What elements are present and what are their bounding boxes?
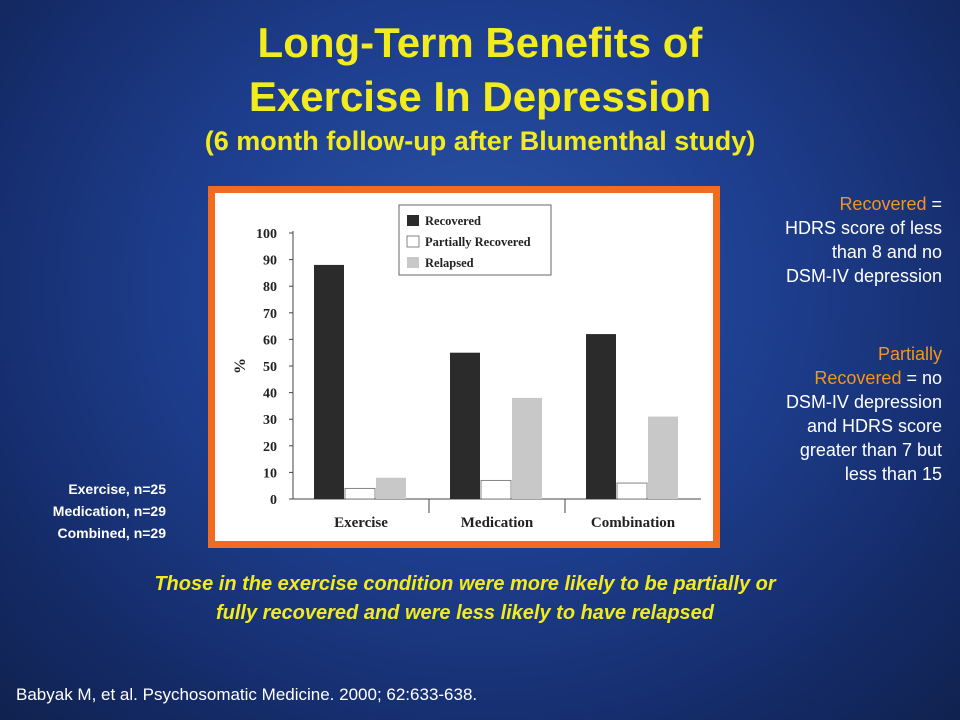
y-tick-label: 60: [263, 333, 277, 348]
slide-subtitle: (6 month follow-up after Blumenthal stud…: [204, 126, 756, 156]
partially-recovered-definition-line: greater than 7 but: [799, 440, 942, 460]
sample-size-exercise: Exercise, n=25: [68, 481, 166, 497]
legend-box: [398, 204, 552, 276]
chart-frame: 0 10 20 30 40 50 60 70 80 90 100% Exercise Medicatio…: [208, 186, 720, 548]
chart-panel: 0 10 20 30 40 50 60 70 80 90 100% Exercise Medicatio…: [215, 193, 713, 541]
recovered-term: Recovered: [839, 194, 927, 214]
y-axis-label: %: [232, 358, 249, 374]
conclusion-line1: Those in the exercise condition were mor…: [154, 573, 776, 595]
legend-swatch: [406, 235, 420, 248]
legend-label: Relapsed: [425, 256, 474, 270]
bar-recovered-combination: [586, 334, 616, 499]
bar-recovered-exercise: [314, 264, 344, 499]
recovered-definition-line: DSM-IV depression: [785, 266, 942, 286]
conclusion-text: Those in the exercise condition were mor…: [0, 570, 930, 628]
bar-partially-recovered-exercise: [344, 487, 376, 500]
x-category-label: Medication: [461, 515, 534, 531]
legend-label: Partially Recovered: [425, 235, 531, 249]
bar-relapsed-exercise: [376, 477, 406, 499]
y-tick-label: 0: [270, 493, 277, 508]
partially-recovered-definition-line: less than 15: [844, 464, 942, 484]
partially-recovered-definition-line: and HDRS score: [806, 416, 942, 436]
x-category-label: Exercise: [334, 515, 388, 531]
y-tick-label: 40: [263, 387, 277, 402]
y-tick-label: 90: [263, 254, 277, 269]
bar-relapsed-medication: [512, 397, 542, 499]
conclusion-line2: fully recovered and were less likely to …: [215, 602, 715, 624]
y-tick-label: 80: [263, 280, 277, 295]
y-tick-label: 20: [263, 440, 277, 455]
recovered-definition-line: HDRS score of less: [784, 218, 942, 238]
partially-recovered-definition-equals: = no: [901, 368, 942, 388]
recovered-definition-equals: =: [926, 194, 942, 214]
partially-recovered-definition: Partially Recovered = no DSM-IV depressi…: [722, 342, 942, 486]
partially-recovered-term: Partially: [877, 344, 942, 364]
bar-relapsed-combination: [648, 416, 678, 499]
bar-recovered-medication: [450, 352, 480, 499]
y-tick-label: 30: [263, 413, 277, 428]
citation: Babyak M, et al. Psychosomatic Medicine.…: [16, 685, 478, 704]
x-category-label: Combination: [591, 515, 676, 531]
recovered-definition-line: than 8 and no: [831, 242, 942, 262]
legend-swatch: [407, 215, 419, 226]
partially-recovered-term: Recovered: [814, 368, 902, 388]
slide-title-line1: Long-Term Benefits of: [257, 19, 703, 66]
partially-recovered-definition-line: DSM-IV depression: [785, 392, 942, 412]
bar-partially-recovered-medication: [480, 479, 512, 500]
y-tick-label: 10: [263, 466, 277, 481]
slide-title-line2: Exercise In Depression: [248, 73, 712, 120]
legend-label: Recovered: [425, 214, 481, 228]
legend-swatch: [407, 257, 419, 268]
sample-size-medication: Medication, n=29: [52, 503, 166, 519]
y-tick-label: 100: [256, 227, 277, 242]
bar-partially-recovered-combination: [616, 482, 648, 500]
y-tick-label: 50: [263, 360, 277, 375]
recovered-definition: Recovered = HDRS score of less than 8 an…: [722, 192, 942, 288]
y-tick-label: 70: [263, 307, 277, 322]
bar-chart: 0 10 20 30 40 50 60 70 80 90 100% Exercise Medicatio…: [232, 204, 701, 531]
sample-size-combined: Combined, n=29: [57, 525, 166, 541]
